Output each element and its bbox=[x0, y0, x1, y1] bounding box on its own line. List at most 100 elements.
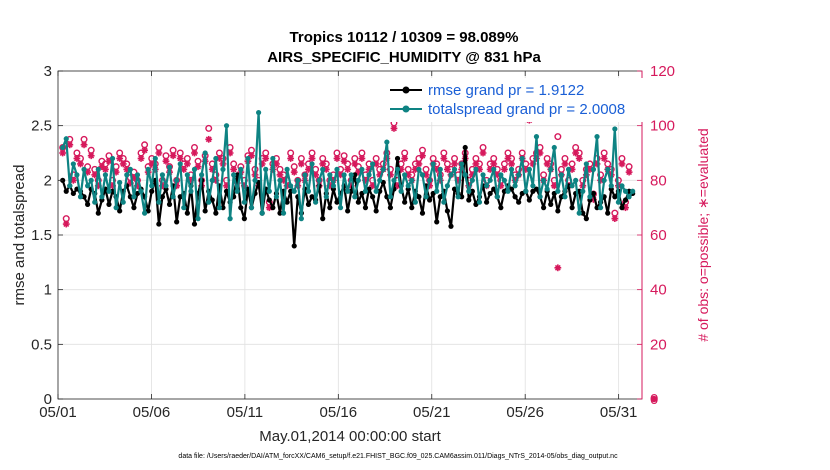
y-right-tick-label: 60 bbox=[650, 227, 667, 244]
rmse-point bbox=[166, 201, 173, 207]
spread-point bbox=[434, 188, 440, 194]
spread-point bbox=[370, 161, 376, 167]
spread-point bbox=[81, 166, 87, 172]
x-tick-label: 05/31 bbox=[600, 404, 638, 421]
rmse-point bbox=[334, 199, 340, 205]
obs-possible-marker bbox=[557, 165, 565, 173]
spread-point bbox=[587, 194, 593, 200]
rmse-point bbox=[291, 243, 297, 249]
rmse-point bbox=[309, 194, 315, 200]
obs-possible-marker bbox=[333, 149, 341, 157]
rmse-point bbox=[384, 194, 390, 200]
obs-possible-marker bbox=[625, 163, 633, 171]
x-tick-label: 05/21 bbox=[413, 404, 451, 421]
legend-rmse-marker bbox=[402, 86, 410, 94]
spread-point bbox=[191, 166, 198, 172]
obs-possible-marker bbox=[297, 154, 305, 162]
obs-possible-marker bbox=[451, 154, 459, 162]
rmse-point bbox=[426, 197, 433, 203]
spread-point bbox=[380, 166, 386, 172]
obs-evaluated-marker bbox=[119, 160, 127, 168]
spread-point bbox=[337, 205, 344, 211]
obs-possible-marker bbox=[190, 144, 198, 152]
rmse-point bbox=[202, 208, 208, 214]
obs-possible-marker bbox=[215, 149, 223, 157]
obs-evaluated-marker bbox=[600, 155, 608, 162]
spread-point bbox=[476, 199, 483, 205]
obs-possible-marker bbox=[358, 149, 366, 157]
spread-point bbox=[159, 172, 166, 178]
spread-point bbox=[583, 161, 589, 167]
chart-title-line1: Tropics 10112 / 10309 = 98.089% bbox=[290, 29, 519, 46]
spread-point bbox=[565, 166, 572, 172]
x-tick-label: 05/26 bbox=[506, 404, 544, 421]
rmse-point bbox=[555, 208, 561, 214]
rmse-point bbox=[117, 208, 123, 214]
spread-point bbox=[142, 210, 148, 216]
x-tick-label: 05/16 bbox=[320, 404, 358, 421]
spread-point bbox=[273, 194, 280, 200]
spread-point bbox=[227, 216, 233, 222]
spread-point bbox=[263, 166, 269, 172]
obs-possible-marker bbox=[287, 149, 295, 157]
obs-evaluated-marker bbox=[205, 135, 213, 143]
spread-point bbox=[152, 155, 158, 162]
spread-point bbox=[92, 199, 98, 205]
spread-point bbox=[469, 177, 475, 183]
spread-point bbox=[537, 194, 543, 200]
spread-point bbox=[498, 172, 504, 178]
obs-evaluated-marker bbox=[59, 149, 67, 157]
y-right-tick-label: 40 bbox=[650, 282, 667, 299]
axis-ticks: 05/01 05/06 05/11 05/16 05/21 05/26 05/31 0 0.5 1… bbox=[31, 63, 675, 421]
rmse-point bbox=[540, 205, 547, 211]
obs-possible-marker bbox=[372, 154, 380, 162]
spread-point bbox=[334, 166, 340, 172]
spread-point bbox=[245, 155, 251, 162]
spread-point bbox=[216, 205, 223, 211]
spread-point bbox=[548, 166, 554, 172]
spread-point bbox=[295, 177, 301, 183]
obs-possible-marker bbox=[418, 146, 426, 154]
rmse-point bbox=[70, 190, 76, 197]
obs-possible-marker bbox=[80, 135, 88, 143]
spread-point bbox=[540, 177, 547, 183]
spread-point bbox=[284, 166, 290, 172]
spread-point bbox=[213, 155, 219, 162]
rmse-point bbox=[355, 199, 361, 205]
spread-point bbox=[597, 205, 604, 211]
obs-possible-marker bbox=[155, 144, 163, 152]
legend-spread-label: totalspread grand pr = 2.0008 bbox=[428, 101, 625, 118]
spread-point bbox=[131, 194, 137, 200]
spread-point bbox=[569, 183, 575, 189]
rmse-point bbox=[174, 219, 180, 225]
spread-point bbox=[181, 205, 187, 211]
rmse-point bbox=[459, 194, 465, 200]
spread-point bbox=[551, 144, 557, 151]
spread-point bbox=[60, 144, 66, 151]
y-left-tick-label: 2.5 bbox=[31, 118, 52, 135]
obs-possible-marker bbox=[169, 146, 177, 154]
y-right-tick-label: 0 bbox=[650, 391, 658, 408]
rmse-point bbox=[434, 219, 440, 225]
spread-point bbox=[134, 172, 141, 178]
obs-evaluated-marker bbox=[73, 155, 81, 162]
spread-point bbox=[508, 166, 515, 172]
obs-evaluated-marker bbox=[308, 155, 316, 162]
spread-point bbox=[355, 177, 361, 183]
obs-evaluated-marker bbox=[501, 166, 508, 173]
spread-point bbox=[195, 216, 201, 222]
obs-possible-marker bbox=[543, 154, 551, 162]
spread-point bbox=[409, 177, 415, 183]
spread-point bbox=[626, 194, 632, 200]
spread-point bbox=[562, 194, 568, 200]
obs-evaluated-marker bbox=[87, 152, 95, 160]
obs-evaluated-marker bbox=[137, 155, 145, 162]
spread-point bbox=[576, 210, 582, 216]
rmse-point bbox=[223, 188, 230, 194]
spread-point bbox=[391, 177, 397, 183]
spread-point bbox=[313, 199, 319, 205]
spread-point bbox=[519, 155, 525, 162]
obs-possible-marker bbox=[230, 160, 238, 168]
spread-point bbox=[127, 166, 133, 172]
